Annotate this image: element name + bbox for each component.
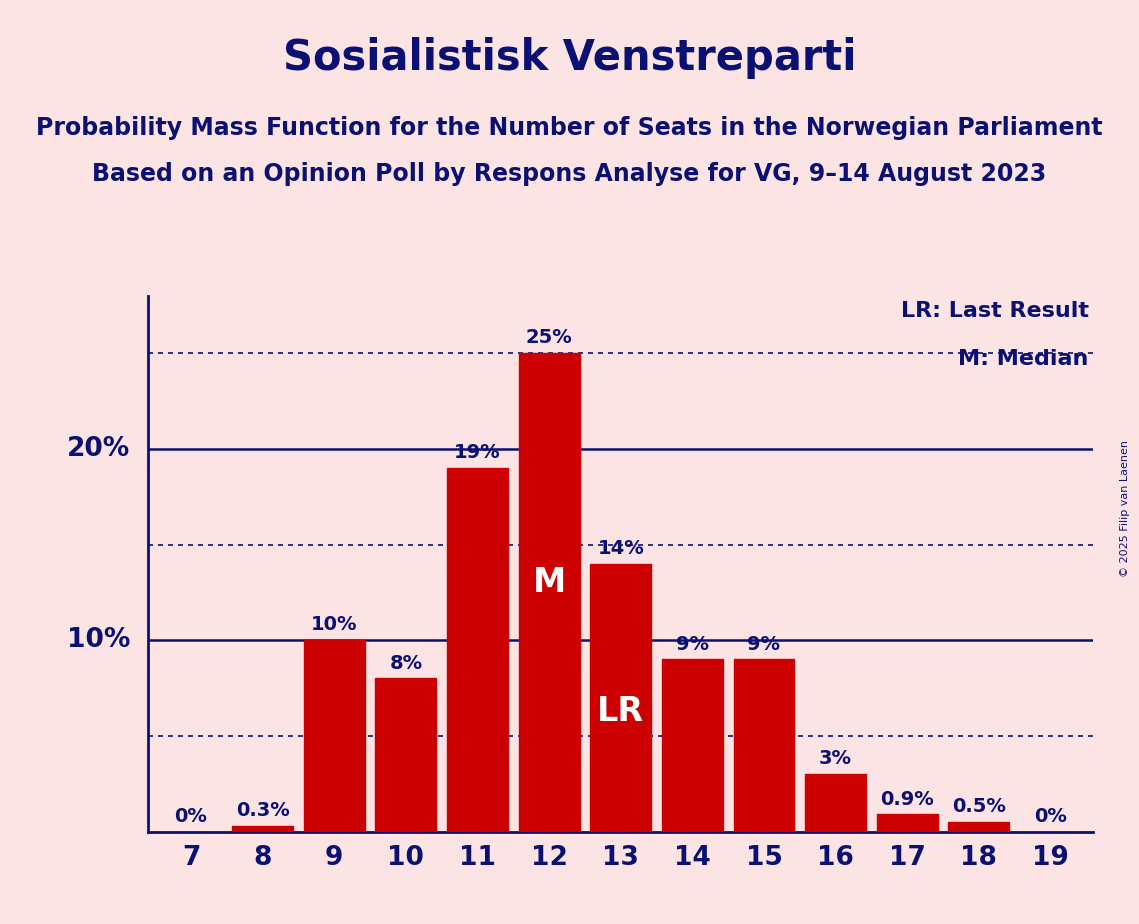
Text: 0.9%: 0.9% <box>880 790 934 808</box>
Bar <box>232 826 293 832</box>
Text: 14%: 14% <box>597 539 645 558</box>
Bar <box>662 660 723 832</box>
Text: 10%: 10% <box>67 627 130 653</box>
Bar <box>734 660 794 832</box>
Bar <box>949 822 1009 832</box>
Text: 0%: 0% <box>1034 807 1067 826</box>
Text: LR: Last Result: LR: Last Result <box>901 301 1089 321</box>
Text: 25%: 25% <box>526 328 573 347</box>
Text: 8%: 8% <box>390 654 423 673</box>
Text: 0.3%: 0.3% <box>236 801 289 821</box>
Bar <box>877 814 937 832</box>
Text: 19%: 19% <box>454 444 501 462</box>
Text: © 2025 Filip van Laenen: © 2025 Filip van Laenen <box>1121 440 1130 577</box>
Text: 9%: 9% <box>675 635 708 653</box>
Text: M: Median: M: Median <box>958 349 1089 370</box>
Bar <box>304 640 364 832</box>
Bar <box>805 774 866 832</box>
Text: 9%: 9% <box>747 635 780 653</box>
Text: Probability Mass Function for the Number of Seats in the Norwegian Parliament: Probability Mass Function for the Number… <box>36 116 1103 140</box>
Bar <box>518 353 580 832</box>
Text: M: M <box>533 566 566 600</box>
Bar <box>590 564 652 832</box>
Text: 0%: 0% <box>174 807 207 826</box>
Bar <box>448 468 508 832</box>
Text: 10%: 10% <box>311 615 358 635</box>
Text: 3%: 3% <box>819 749 852 769</box>
Text: Sosialistisk Venstreparti: Sosialistisk Venstreparti <box>282 37 857 79</box>
Text: LR: LR <box>597 695 645 727</box>
Text: Based on an Opinion Poll by Respons Analyse for VG, 9–14 August 2023: Based on an Opinion Poll by Respons Anal… <box>92 162 1047 186</box>
Bar <box>376 678 436 832</box>
Text: 0.5%: 0.5% <box>952 797 1006 816</box>
Text: 20%: 20% <box>67 436 130 462</box>
